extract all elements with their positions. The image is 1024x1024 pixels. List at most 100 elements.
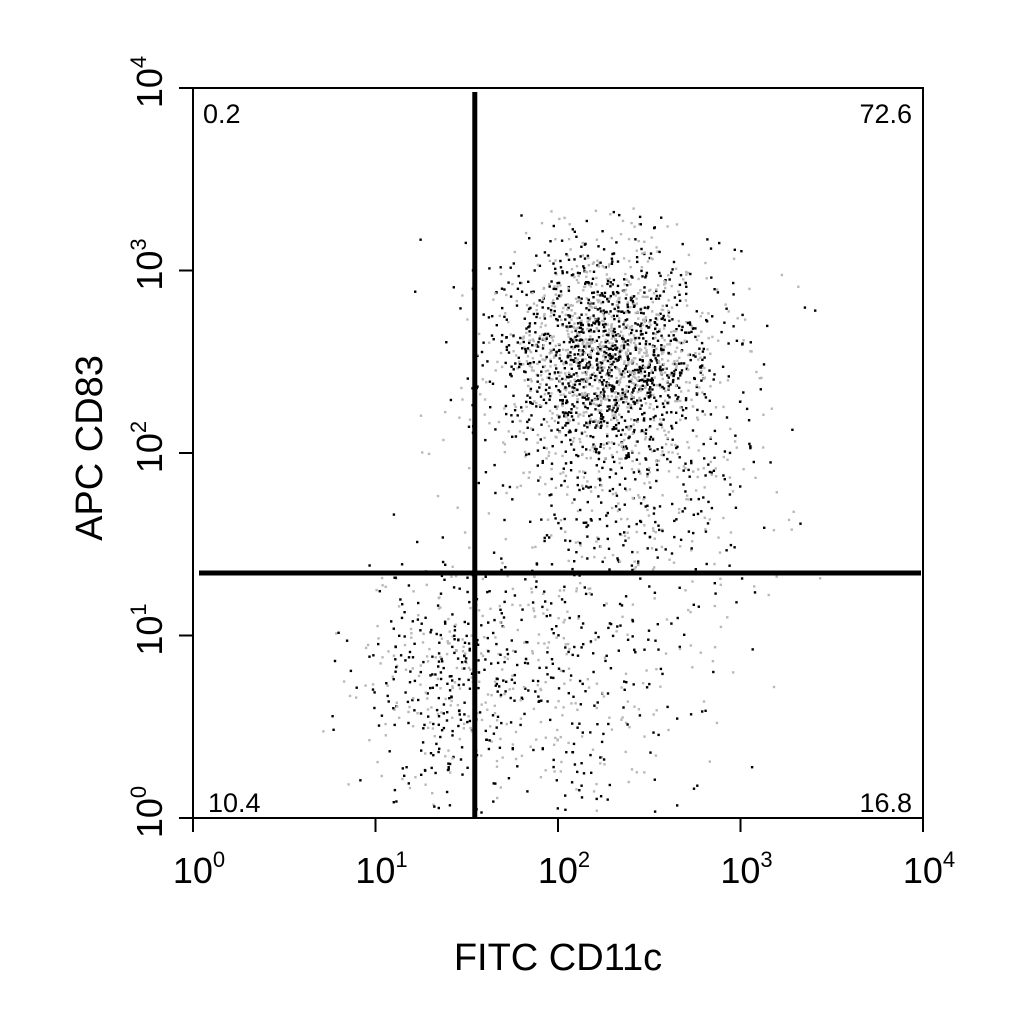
event-dot: [616, 559, 620, 562]
event-dot: [626, 339, 630, 342]
event-dot: [550, 311, 553, 314]
event-dot: [612, 292, 615, 296]
event-dot: [569, 469, 573, 472]
event-dot: [548, 282, 551, 286]
event-dot: [645, 374, 648, 377]
event-dot: [561, 399, 564, 402]
event-dot: [615, 401, 618, 405]
event-dot: [628, 311, 631, 314]
event-dot: [610, 337, 613, 340]
event-dot: [501, 756, 504, 759]
event-dot: [580, 297, 583, 300]
event-dot: [662, 351, 665, 354]
event-dot: [650, 547, 654, 550]
event-dot: [526, 641, 529, 644]
event-dot: [678, 283, 682, 286]
event-dot: [421, 451, 424, 454]
event-dot: [427, 715, 430, 718]
event-dot: [528, 334, 531, 337]
event-dot: [687, 446, 691, 449]
event-dot: [578, 272, 581, 275]
event-dot: [643, 318, 646, 322]
event-dot: [496, 715, 500, 718]
event-dot: [481, 378, 484, 381]
event-dot: [545, 337, 548, 340]
event-dot: [614, 334, 618, 337]
event-dot: [606, 433, 609, 436]
event-dot: [658, 330, 661, 333]
event-dot: [466, 720, 469, 724]
event-dot: [426, 692, 429, 695]
event-dot: [550, 392, 553, 395]
event-dot: [498, 604, 501, 608]
event-dot: [597, 329, 600, 333]
event-dot: [480, 811, 483, 814]
event-dot: [548, 259, 552, 263]
event-dot: [682, 341, 685, 345]
event-dot: [749, 445, 752, 448]
event-dot: [513, 250, 516, 254]
event-dot: [674, 267, 678, 270]
event-dot: [499, 351, 503, 355]
event-dot: [572, 437, 576, 440]
event-dot: [496, 796, 499, 800]
event-dot: [368, 564, 371, 567]
event-dot: [609, 281, 612, 284]
event-dot: [732, 671, 735, 674]
event-dot: [726, 379, 730, 382]
event-dot: [570, 330, 574, 334]
event-dot: [643, 291, 646, 294]
event-dot: [635, 297, 638, 300]
event-dot: [733, 248, 736, 251]
event-dot: [628, 327, 631, 330]
event-dot: [644, 340, 648, 343]
event-dot: [597, 323, 601, 326]
event-dot: [592, 670, 595, 674]
event-dot: [514, 730, 518, 734]
event-dot: [588, 304, 591, 308]
event-dot: [606, 282, 609, 286]
event-dot: [655, 479, 658, 483]
event-dot: [666, 359, 670, 362]
event-dot: [621, 334, 625, 338]
event-dot: [626, 700, 629, 703]
event-dot: [493, 712, 497, 715]
event-dot: [599, 348, 602, 351]
event-dot: [499, 786, 502, 789]
event-dot: [556, 324, 560, 327]
event-dot: [727, 310, 730, 313]
event-dot: [392, 627, 395, 630]
event-dot: [644, 366, 648, 369]
event-dot: [658, 271, 661, 275]
event-dot: [633, 375, 636, 379]
event-dot: [535, 304, 539, 307]
event-dot: [634, 311, 637, 315]
event-dot: [649, 417, 652, 421]
event-dot: [679, 545, 682, 548]
event-dot: [470, 634, 473, 637]
event-dot: [619, 355, 622, 358]
event-dot: [508, 688, 511, 691]
event-dot: [714, 592, 717, 595]
event-dot: [672, 561, 676, 564]
event-dot: [592, 435, 595, 439]
event-dot: [465, 657, 468, 660]
event-dot: [608, 783, 611, 787]
event-dot: [637, 468, 640, 471]
event-dot: [617, 317, 621, 320]
event-dot: [575, 361, 578, 364]
event-dot: [332, 728, 335, 731]
event-dot: [494, 428, 497, 431]
event-dot: [487, 747, 491, 751]
event-dot: [573, 386, 576, 390]
event-dot: [610, 418, 613, 421]
event-dot: [530, 591, 534, 594]
event-dot: [536, 345, 539, 348]
event-dot: [648, 391, 651, 394]
event-dot: [625, 447, 629, 450]
event-dot: [671, 451, 674, 454]
event-dot: [716, 291, 720, 294]
event-dot: [609, 357, 612, 361]
event-dot: [621, 336, 624, 340]
event-dot: [677, 377, 680, 380]
